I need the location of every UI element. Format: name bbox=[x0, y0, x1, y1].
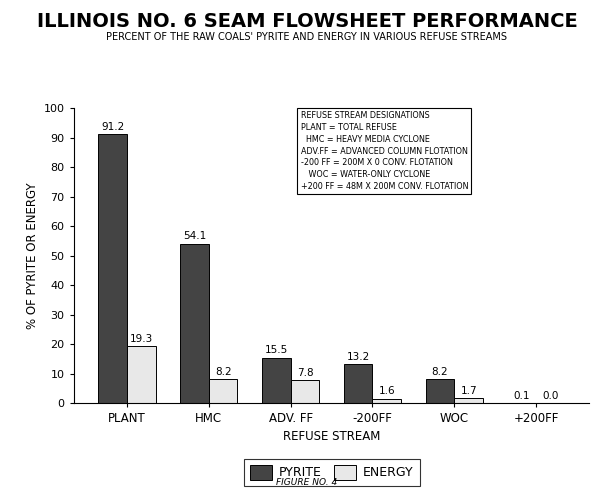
Text: 0.1: 0.1 bbox=[514, 391, 530, 401]
Bar bbox=[262, 358, 290, 403]
Bar bbox=[262, 358, 290, 403]
Bar bbox=[344, 365, 373, 403]
Text: 7.8: 7.8 bbox=[297, 368, 313, 378]
Text: 19.3: 19.3 bbox=[130, 334, 153, 344]
X-axis label: REFUSE STREAM: REFUSE STREAM bbox=[283, 430, 380, 443]
Bar bbox=[454, 399, 483, 403]
Text: 13.2: 13.2 bbox=[346, 352, 370, 362]
Text: 91.2: 91.2 bbox=[101, 122, 124, 132]
Y-axis label: % OF PYRITE OR ENERGY: % OF PYRITE OR ENERGY bbox=[26, 183, 39, 329]
Bar bbox=[344, 365, 373, 403]
Text: 8.2: 8.2 bbox=[432, 367, 448, 377]
Bar bbox=[180, 244, 209, 403]
Text: 1.6: 1.6 bbox=[378, 386, 395, 397]
Text: 0.0: 0.0 bbox=[542, 391, 559, 401]
Legend: PYRITE, ENERGY: PYRITE, ENERGY bbox=[244, 459, 419, 486]
Bar bbox=[98, 134, 127, 403]
Bar bbox=[98, 134, 127, 403]
Bar bbox=[180, 244, 209, 403]
Text: FIGURE NO. 4: FIGURE NO. 4 bbox=[276, 478, 338, 487]
Text: 1.7: 1.7 bbox=[460, 386, 477, 396]
Text: 15.5: 15.5 bbox=[265, 345, 288, 355]
Text: ILLINOIS NO. 6 SEAM FLOWSHEET PERFORMANCE: ILLINOIS NO. 6 SEAM FLOWSHEET PERFORMANC… bbox=[37, 12, 577, 31]
Bar bbox=[127, 346, 155, 403]
Bar bbox=[426, 379, 454, 403]
Bar bbox=[426, 379, 454, 403]
Bar bbox=[290, 380, 319, 403]
Text: 8.2: 8.2 bbox=[215, 367, 231, 377]
Text: 54.1: 54.1 bbox=[183, 231, 206, 242]
Bar bbox=[373, 399, 401, 403]
Text: REFUSE STREAM DESIGNATIONS
PLANT = TOTAL REFUSE
  HMC = HEAVY MEDIA CYCLONE
ADV.: REFUSE STREAM DESIGNATIONS PLANT = TOTAL… bbox=[301, 111, 468, 191]
Text: PERCENT OF THE RAW COALS' PYRITE AND ENERGY IN VARIOUS REFUSE STREAMS: PERCENT OF THE RAW COALS' PYRITE AND ENE… bbox=[106, 32, 508, 42]
Bar bbox=[209, 379, 238, 403]
